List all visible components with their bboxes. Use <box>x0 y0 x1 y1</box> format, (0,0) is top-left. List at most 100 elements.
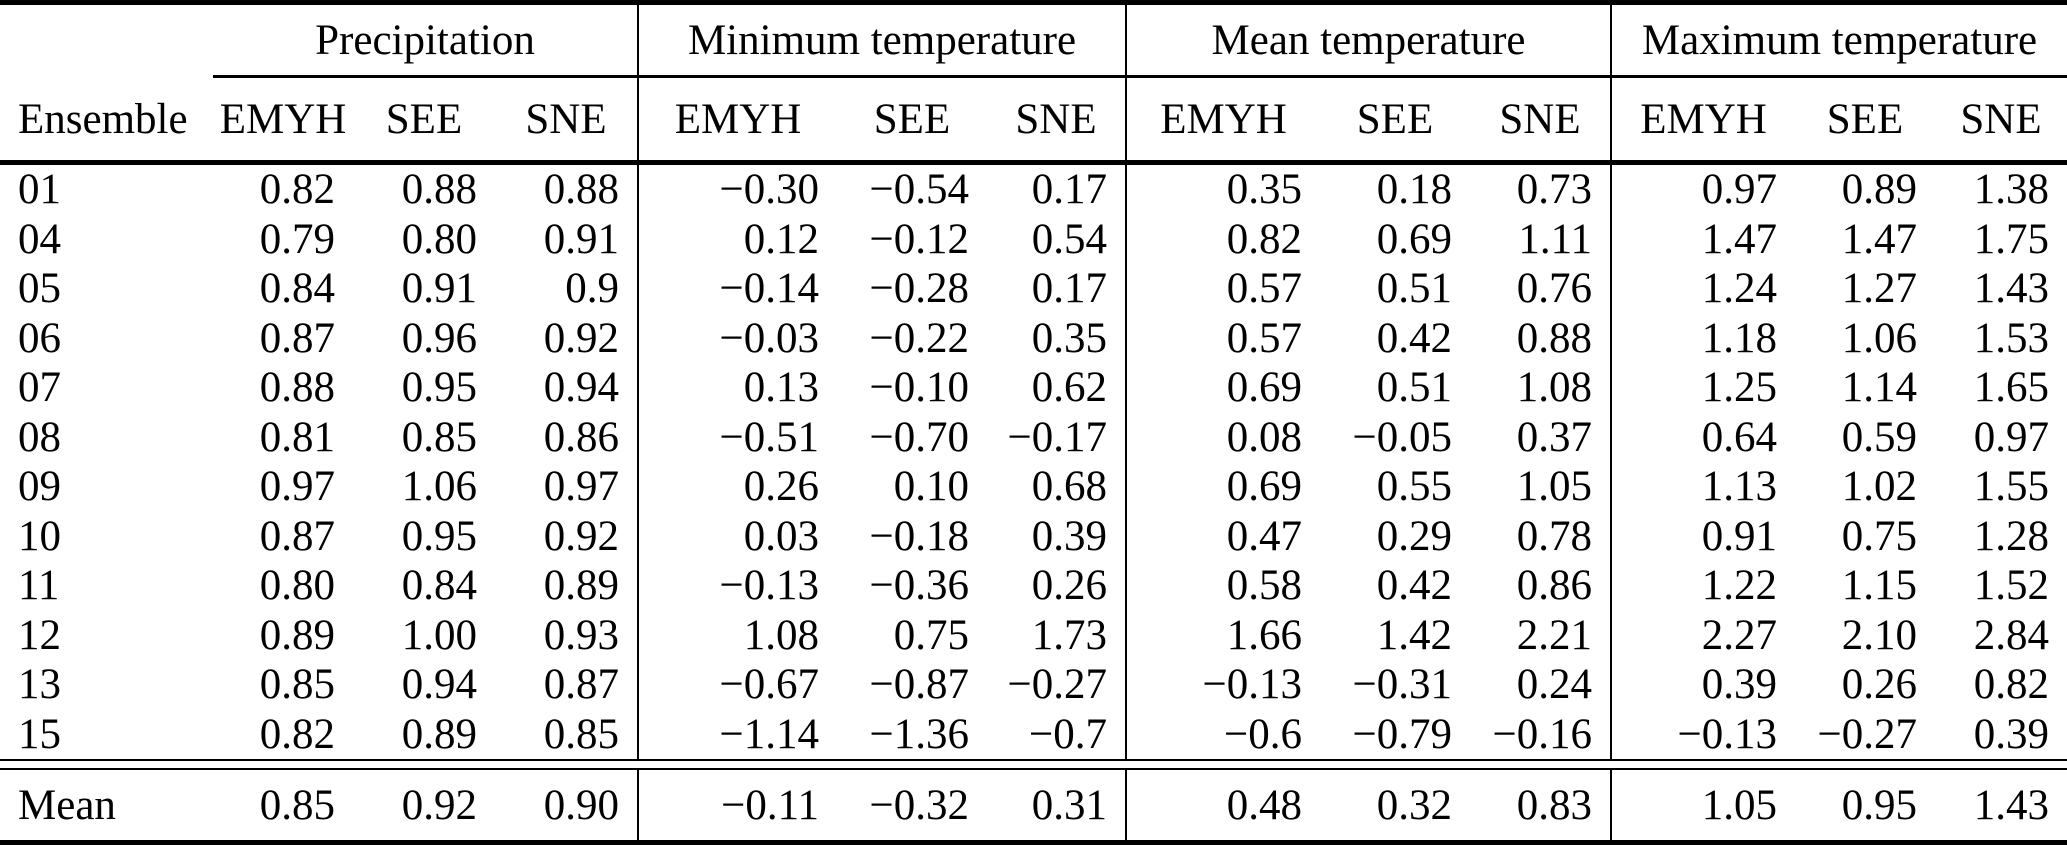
value-cell: 0.87 <box>259 314 335 362</box>
value-cell: 1.08 <box>637 610 837 660</box>
value-cell: −0.16 <box>1492 710 1592 758</box>
value-cell: 0.97 <box>1973 413 2049 461</box>
value-cell: 0.89 <box>401 710 477 758</box>
value-cell: −0.03 <box>637 313 837 363</box>
column-header-see: SEE <box>385 95 463 143</box>
value-cell: 0.91 <box>1610 511 1795 561</box>
row-header-label: Ensemble <box>18 95 188 143</box>
mean-row-label: Mean <box>18 781 116 829</box>
value-cell: 0.92 <box>543 512 619 560</box>
value-cell: 1.13 <box>1610 462 1795 512</box>
value-cell: 0.17 <box>1031 265 1107 313</box>
value-cell: 0.75 <box>1841 512 1917 560</box>
column-header-emyh: EMYH <box>1125 78 1320 160</box>
column-header-see: SEE <box>1826 95 1904 143</box>
ensemble-id: 13 <box>18 661 61 709</box>
value-cell: −0.13 <box>637 561 837 611</box>
value-cell: 1.06 <box>1841 314 1917 362</box>
value-cell: 1.05 <box>1516 463 1592 511</box>
value-cell: 2.27 <box>1610 610 1795 660</box>
value-cell: 0.89 <box>543 562 619 610</box>
value-cell: 0.87 <box>543 661 619 709</box>
value-cell: 0.88 <box>401 166 477 214</box>
value-cell: 0.94 <box>543 364 619 412</box>
group-header-precipitation: Precipitation <box>315 16 535 64</box>
value-cell: −0.14 <box>637 264 837 314</box>
value-cell: −0.13 <box>1125 660 1320 710</box>
value-cell: 0.03 <box>637 511 837 561</box>
mean-value-cell: 0.85 <box>259 781 335 829</box>
value-cell: −0.79 <box>1352 710 1452 758</box>
value-cell: 0.17 <box>1031 166 1107 214</box>
value-cell: 0.92 <box>543 314 619 362</box>
mean-value-cell: 0.95 <box>1841 781 1917 829</box>
value-cell: 0.88 <box>259 364 335 412</box>
value-cell: 0.59 <box>1841 413 1917 461</box>
value-cell: 0.85 <box>259 661 335 709</box>
value-cell: 1.42 <box>1376 611 1452 659</box>
value-cell: 0.18 <box>1376 166 1452 214</box>
ensemble-id: 11 <box>18 562 60 610</box>
value-cell: 0.51 <box>1376 265 1452 313</box>
column-header-sne: SNE <box>1960 95 2042 143</box>
ensemble-id: 06 <box>18 314 61 362</box>
value-cell: 1.25 <box>1610 363 1795 413</box>
value-cell: 2.10 <box>1841 611 1917 659</box>
value-cell: 0.10 <box>893 463 969 511</box>
value-cell: 0.68 <box>1031 463 1107 511</box>
value-cell: 0.82 <box>259 710 335 758</box>
mean-value-cell: 0.92 <box>401 781 477 829</box>
value-cell: −0.22 <box>869 314 969 362</box>
value-cell: 0.39 <box>1031 512 1107 560</box>
value-cell: 1.28 <box>1973 512 2049 560</box>
value-cell: 0.13 <box>637 363 837 413</box>
value-cell: 0.80 <box>401 215 477 263</box>
value-cell: 0.95 <box>401 512 477 560</box>
double-rule-gap <box>0 761 2067 768</box>
value-cell: 0.69 <box>1125 462 1320 512</box>
value-cell: 0.64 <box>1610 412 1795 462</box>
value-cell: 0.57 <box>1125 264 1320 314</box>
value-cell: −0.70 <box>869 413 969 461</box>
value-cell: 1.24 <box>1610 264 1795 314</box>
value-cell: 0.85 <box>543 710 619 758</box>
value-cell: 0.51 <box>1376 364 1452 412</box>
value-cell: 0.94 <box>401 661 477 709</box>
value-cell: 1.75 <box>1973 215 2049 263</box>
value-cell: 0.37 <box>1516 413 1592 461</box>
value-cell: 1.73 <box>1031 611 1107 659</box>
value-cell: 1.02 <box>1841 463 1917 511</box>
value-cell: 0.55 <box>1376 463 1452 511</box>
value-cell: 1.47 <box>1841 215 1917 263</box>
value-cell: 1.66 <box>1125 610 1320 660</box>
value-cell: 1.52 <box>1973 562 2049 610</box>
ensemble-id: 01 <box>18 166 61 214</box>
value-cell: 0.87 <box>259 512 335 560</box>
value-cell: 2.21 <box>1516 611 1592 659</box>
value-cell: 0.79 <box>259 215 335 263</box>
column-header-sne: SNE <box>525 95 607 143</box>
value-cell: −0.28 <box>869 265 969 313</box>
value-cell: −0.30 <box>637 165 837 215</box>
group-header-minimum-temperature: Minimum temperature <box>637 5 1125 75</box>
value-cell: −0.18 <box>869 512 969 560</box>
value-cell: 0.26 <box>1031 562 1107 610</box>
value-cell: 0.54 <box>1031 215 1107 263</box>
value-cell: −0.27 <box>1817 710 1917 758</box>
value-cell: 1.14 <box>1841 364 1917 412</box>
value-cell: 0.85 <box>401 413 477 461</box>
value-cell: 0.88 <box>1516 314 1592 362</box>
column-header-see: SEE <box>873 95 951 143</box>
group-subrule <box>213 75 2067 78</box>
value-cell: 0.82 <box>1125 214 1320 264</box>
value-cell: 0.95 <box>401 364 477 412</box>
value-cell: −0.6 <box>1125 709 1320 759</box>
value-cell: 0.75 <box>893 611 969 659</box>
value-cell: 0.81 <box>259 413 335 461</box>
value-cell: 1.53 <box>1973 314 2049 362</box>
value-cell: 0.24 <box>1516 661 1592 709</box>
value-cell: −0.36 <box>869 562 969 610</box>
value-cell: 0.35 <box>1125 165 1320 215</box>
value-cell: 1.47 <box>1610 214 1795 264</box>
